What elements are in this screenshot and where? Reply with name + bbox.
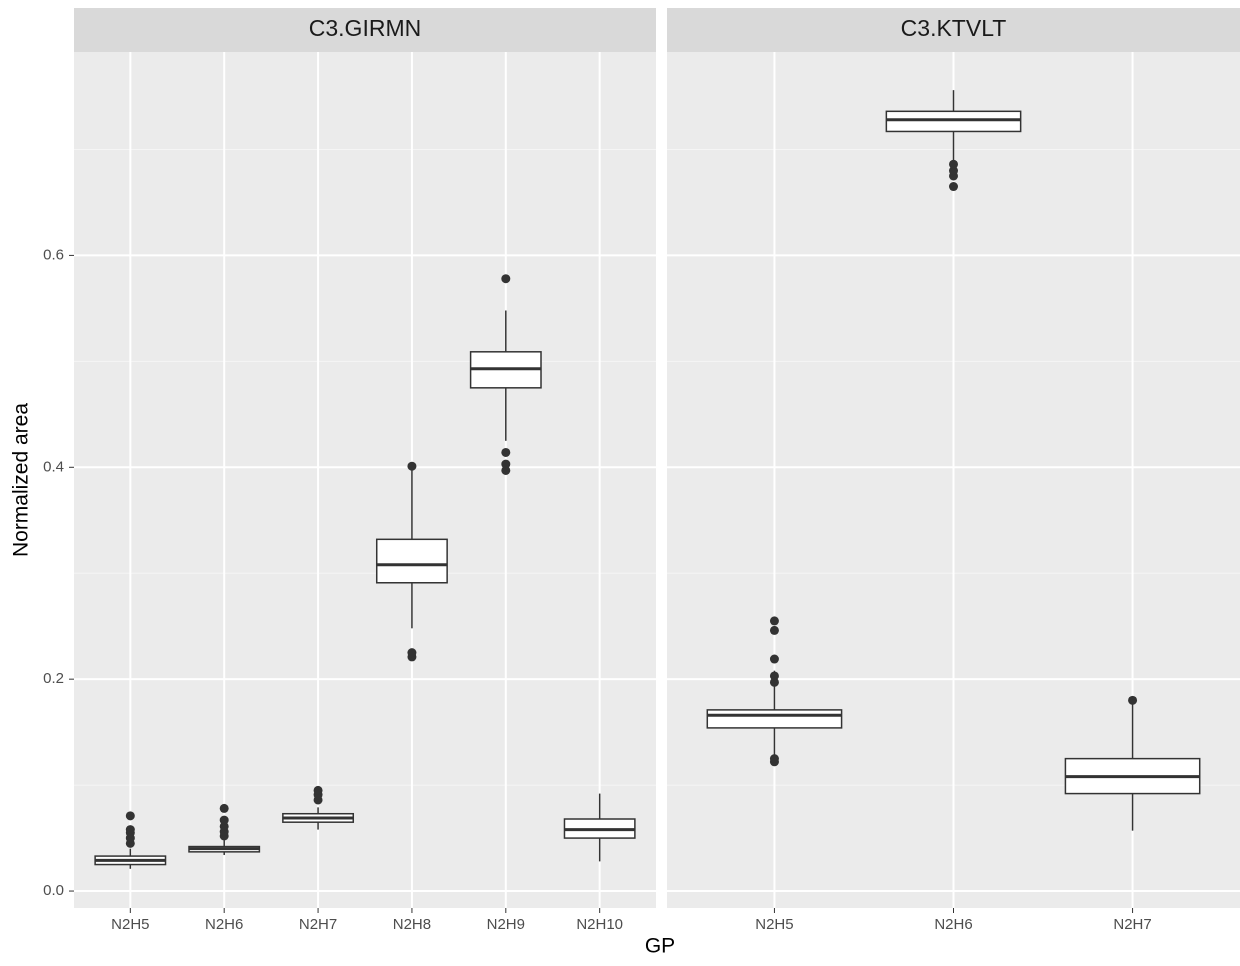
outlier — [769, 754, 779, 764]
outlier — [407, 648, 417, 658]
y-tick-label: 0.4 — [43, 458, 64, 475]
y-tick-label: 0.2 — [43, 670, 64, 687]
y-axis-title: Normalized area — [10, 403, 33, 557]
x-tick-label: N2H7 — [1113, 916, 1151, 933]
box — [885, 110, 1022, 133]
x-axis-title: GP — [645, 935, 675, 958]
outlier — [501, 465, 511, 475]
outlier — [219, 821, 229, 831]
outlier — [769, 654, 779, 664]
strip — [667, 8, 1240, 52]
x-tick-label: N2H6 — [205, 916, 243, 933]
outlier — [949, 159, 958, 169]
box — [375, 538, 448, 584]
x-tick-label: N2H6 — [934, 916, 972, 933]
outlier — [949, 166, 958, 176]
outlier — [125, 825, 135, 835]
x-tick-label: N2H5 — [111, 916, 149, 933]
y-tick-label: 0.6 — [43, 246, 64, 263]
facet-title: C3.KTVLT — [901, 15, 1007, 41]
outlier — [769, 625, 779, 635]
facet-title: C3.GIRMN — [309, 15, 421, 41]
outlier — [769, 616, 779, 626]
outlier — [407, 461, 417, 471]
strip — [74, 8, 656, 52]
x-tick-label: N2H9 — [487, 916, 525, 933]
box — [706, 709, 843, 729]
outlier — [1128, 695, 1138, 705]
outlier — [949, 182, 958, 192]
x-tick-label: N2H7 — [299, 916, 337, 933]
outlier — [219, 803, 229, 813]
x-tick-label: N2H5 — [755, 916, 793, 933]
panel — [74, 52, 656, 908]
outlier — [313, 785, 323, 795]
x-tick-label: N2H10 — [576, 916, 623, 933]
outlier — [219, 815, 229, 825]
outlier — [769, 677, 779, 687]
outlier — [501, 459, 511, 469]
x-tick-label: N2H8 — [393, 916, 431, 933]
outlier — [501, 274, 511, 284]
outlier — [769, 671, 779, 681]
y-tick-label: 0.0 — [43, 882, 64, 899]
outlier — [501, 447, 511, 457]
outlier — [125, 811, 135, 821]
